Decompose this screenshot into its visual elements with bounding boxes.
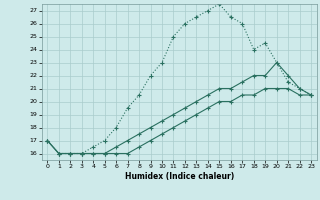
X-axis label: Humidex (Indice chaleur): Humidex (Indice chaleur) (124, 172, 234, 181)
